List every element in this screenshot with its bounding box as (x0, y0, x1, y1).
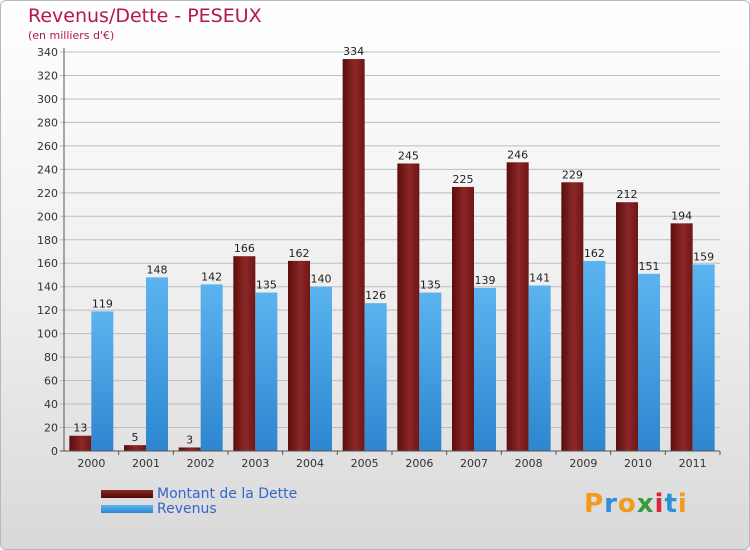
chart-title: Revenus/Dette - PESEUX (28, 5, 262, 27)
legend: Montant de la Dette Revenus (101, 485, 298, 517)
data-label-dette: 166 (234, 242, 255, 255)
y-tick-label: 260 (37, 140, 58, 153)
legend-item-dette: Montant de la Dette (101, 485, 298, 502)
y-tick-label: 120 (37, 304, 58, 317)
y-tick-label: 200 (37, 210, 58, 223)
bar-dette (506, 162, 529, 451)
x-tick-label: 2000 (77, 457, 105, 470)
bar-dette (616, 202, 638, 451)
bar-revenus (528, 285, 551, 451)
y-tick-label: 40 (44, 398, 58, 411)
y-tick-label: 160 (37, 257, 58, 270)
bar-dette (452, 186, 474, 452)
data-label-dette: 13 (73, 422, 87, 435)
y-tick-label: 220 (37, 187, 58, 200)
y-tick-label: 100 (37, 328, 58, 341)
bar-revenus (200, 284, 223, 451)
bar-dette (342, 59, 365, 452)
bar-revenus (583, 260, 606, 451)
data-label-dette: 225 (453, 173, 474, 186)
x-tick-label: 2004 (296, 457, 324, 470)
data-label-revenus: 119 (92, 297, 113, 310)
bar-revenus (91, 311, 114, 451)
legend-label-dette: Montant de la Dette (157, 485, 298, 502)
legend-label-revenus: Revenus (157, 500, 217, 517)
x-tick-label: 2011 (679, 457, 707, 470)
data-label-dette: 245 (398, 149, 419, 162)
data-label-dette: 5 (132, 431, 139, 444)
bar-dette (69, 435, 92, 451)
x-tick-label: 2007 (460, 457, 488, 470)
x-tick-label: 2003 (241, 457, 269, 470)
y-tick-label: 80 (44, 351, 58, 364)
x-tick-label: 2005 (351, 457, 379, 470)
data-label-revenus: 139 (475, 274, 496, 287)
x-tick-label: 2010 (624, 457, 652, 470)
data-label-revenus: 126 (365, 289, 386, 302)
proxiti-logo: Proxiti (584, 489, 688, 519)
data-label-dette: 246 (507, 148, 528, 161)
data-label-revenus: 135 (420, 279, 441, 292)
bar-dette (288, 260, 310, 451)
data-label-revenus: 140 (311, 273, 332, 286)
logo-letter: t (664, 489, 678, 519)
y-tick-label: 280 (37, 116, 58, 129)
bar-revenus (638, 273, 660, 451)
bar-dette (124, 445, 146, 451)
chart-subtitle: (en milliers d'€) (28, 29, 115, 42)
legend-item-revenus: Revenus (101, 500, 297, 517)
bar-revenus (692, 264, 715, 451)
bar-dette (178, 447, 201, 451)
y-tick-label: 140 (37, 281, 58, 294)
bar-dette (561, 182, 584, 451)
x-tick-label: 2008 (515, 457, 543, 470)
x-tick-label: 2009 (569, 457, 597, 470)
logo-letter: i (654, 489, 665, 519)
data-label-revenus: 135 (256, 279, 277, 292)
bar-revenus (310, 286, 332, 451)
logo-letter: P (584, 489, 605, 519)
bar-dette (233, 256, 256, 451)
y-tick-label: 300 (37, 93, 58, 106)
data-label-dette: 334 (343, 45, 364, 58)
data-label-dette: 229 (562, 168, 583, 181)
data-label-dette: 194 (671, 209, 692, 222)
logo-letter: r (604, 489, 618, 519)
logo-letter: i (677, 489, 688, 519)
data-label-revenus: 151 (639, 260, 660, 273)
y-tick-label: 60 (44, 375, 58, 388)
logo-letter: x (636, 489, 655, 519)
y-tick-label: 320 (37, 69, 58, 82)
x-tick-label: 2001 (132, 457, 160, 470)
bar-revenus (419, 292, 442, 451)
bar-revenus (146, 277, 168, 451)
y-tick-label: 340 (37, 46, 58, 59)
data-label-revenus: 142 (201, 270, 222, 283)
y-tick-label: 0 (51, 445, 58, 458)
bar-revenus (255, 292, 278, 451)
logo-letter: o (617, 489, 637, 519)
x-tick-label: 2002 (187, 457, 215, 470)
data-label-dette: 162 (289, 247, 310, 260)
data-label-revenus: 148 (147, 263, 168, 276)
bar-dette (670, 223, 693, 451)
y-tick-label: 180 (37, 234, 58, 247)
data-label-revenus: 159 (693, 250, 714, 263)
bar-revenus (474, 287, 496, 451)
y-tick-label: 240 (37, 163, 58, 176)
legend-swatch-dette (101, 489, 153, 498)
x-tick-label: 2006 (405, 457, 433, 470)
data-label-revenus: 162 (584, 247, 605, 260)
data-label-dette: 3 (186, 433, 193, 446)
legend-swatch-revenus (101, 504, 153, 513)
bar-chart: 1311951483142166135162140334126245135225… (37, 45, 721, 470)
data-label-revenus: 141 (529, 272, 550, 285)
bar-dette (397, 163, 420, 451)
bar-revenus (364, 303, 387, 451)
data-label-dette: 212 (617, 188, 638, 201)
y-tick-label: 20 (44, 422, 58, 435)
